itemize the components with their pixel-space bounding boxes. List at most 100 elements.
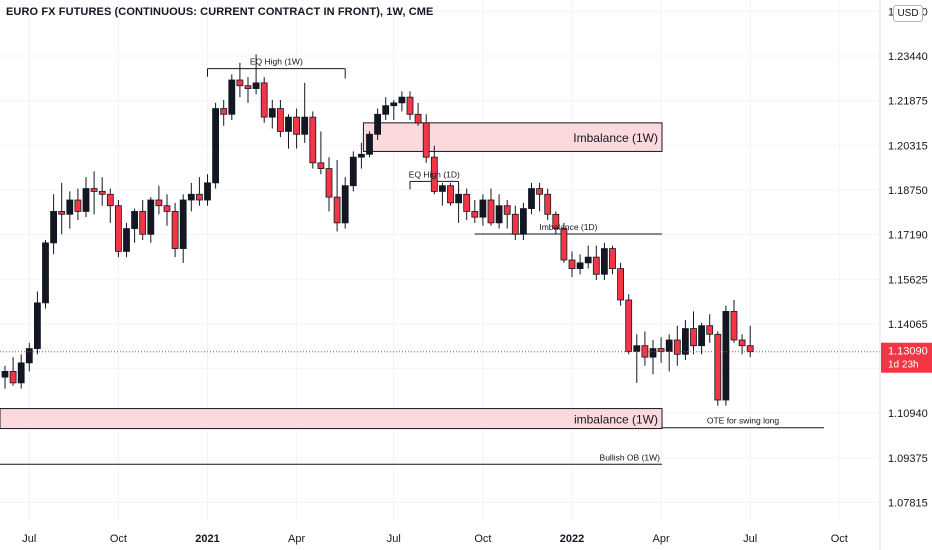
candle-body <box>115 205 122 252</box>
last-price-tag: 1.13090 1d 23h <box>881 342 932 373</box>
candle-body <box>147 199 155 235</box>
price-tick-label: 1.18750 <box>888 185 928 197</box>
time-tick-label: Oct <box>474 533 491 545</box>
candle-body <box>447 185 454 204</box>
time-tick-label: Apr <box>653 533 670 545</box>
candle-body <box>1 371 9 378</box>
price-tick-label: 1.17190 <box>888 230 928 242</box>
price-axis[interactable]: 1.250001.234401.218751.203151.187501.171… <box>879 0 932 550</box>
candle-body <box>309 116 317 164</box>
candle-body <box>406 96 414 115</box>
grid <box>0 0 880 520</box>
candle-body <box>568 259 576 269</box>
candle-body <box>714 333 722 401</box>
candle-up <box>584 245 592 269</box>
annotation-label: OTE for swing long <box>707 416 780 426</box>
candle-body <box>625 299 633 352</box>
price-tick-label: 1.21875 <box>888 96 928 108</box>
candle-body <box>520 208 527 235</box>
candle-body <box>746 345 754 353</box>
candle-down <box>98 177 106 206</box>
candle-down <box>244 77 252 103</box>
candle-up <box>698 322 705 355</box>
candle-up <box>495 194 503 229</box>
time-tick-label: 2021 <box>195 533 219 545</box>
candle-up <box>349 151 357 192</box>
candle-up <box>390 100 398 120</box>
candle-body <box>738 339 746 347</box>
candle-down <box>293 108 301 149</box>
zone-label: imbalance (1W) <box>574 413 658 427</box>
candle-body <box>212 108 220 184</box>
candle-body <box>665 339 673 352</box>
candle-up <box>34 291 41 355</box>
candle-body <box>155 199 163 207</box>
candle-down <box>155 185 163 215</box>
candle-body <box>511 213 519 235</box>
candle-body <box>398 96 406 104</box>
candle-up <box>252 54 260 95</box>
candle-body <box>106 193 114 207</box>
candle-up <box>187 182 195 212</box>
candle-down <box>657 337 665 363</box>
candle-body <box>366 133 373 155</box>
candle-down <box>617 262 624 306</box>
imbalance-zone <box>0 408 663 430</box>
candle-up <box>528 182 535 215</box>
candle-down <box>625 294 633 355</box>
candle-body <box>9 371 17 384</box>
candle-down <box>236 62 244 98</box>
candle-down <box>406 91 414 120</box>
candle-down <box>690 311 697 355</box>
candle-body <box>633 345 641 352</box>
candle-down <box>414 102 422 126</box>
candle-body <box>228 79 236 115</box>
candle-down <box>74 188 82 220</box>
candle-body <box>131 211 139 229</box>
time-axis[interactable]: Jul Oct 2021 Apr Jul Oct 2022 Apr Jul Oct <box>22 533 848 545</box>
candle-down <box>552 211 560 235</box>
candle-body <box>171 211 179 249</box>
candle-body <box>722 311 730 401</box>
candle-up <box>301 82 309 143</box>
candle-down <box>463 188 471 220</box>
annotation-label: EQ High (1D) <box>409 169 460 179</box>
candle-down <box>568 251 576 278</box>
time-tick-label: Oct <box>110 533 127 545</box>
candle-body <box>42 242 49 304</box>
candle-down <box>430 145 438 195</box>
candle-up <box>25 342 33 372</box>
candle-up <box>722 305 730 406</box>
candle-down <box>195 177 203 206</box>
candle-down <box>333 160 341 232</box>
candle-body <box>479 199 487 218</box>
candle-up <box>66 191 74 229</box>
candle-body <box>552 213 560 229</box>
candle-body <box>66 199 74 215</box>
candle-down <box>58 182 66 235</box>
currency-button[interactable]: USD <box>893 5 923 22</box>
price-tag-countdown: 1d 23h <box>888 360 919 371</box>
candle-up <box>357 142 365 169</box>
candle-down <box>276 100 284 138</box>
time-tick-label: Apr <box>288 533 305 545</box>
time-tick-label: Jul <box>22 533 36 545</box>
candle-body <box>706 325 714 335</box>
candle-up <box>1 365 9 389</box>
candle-up <box>42 240 49 309</box>
candle-body <box>268 108 276 118</box>
time-tick-label: Jul <box>743 533 757 545</box>
candle-body <box>187 193 195 201</box>
price-tick-label: 1.07815 <box>888 497 928 509</box>
candle-down <box>609 245 616 275</box>
price-tick-label: 1.10940 <box>888 408 928 420</box>
chart-title: EURO FX FUTURES (CONTINUOUS: CURRENT CON… <box>6 6 434 18</box>
candle-up <box>374 108 382 140</box>
price-tag-bg <box>881 342 932 373</box>
candle-down <box>592 245 600 280</box>
candle-down <box>714 331 722 406</box>
candle-down <box>746 325 754 358</box>
candle-body <box>25 348 33 364</box>
candle-down <box>536 182 543 212</box>
